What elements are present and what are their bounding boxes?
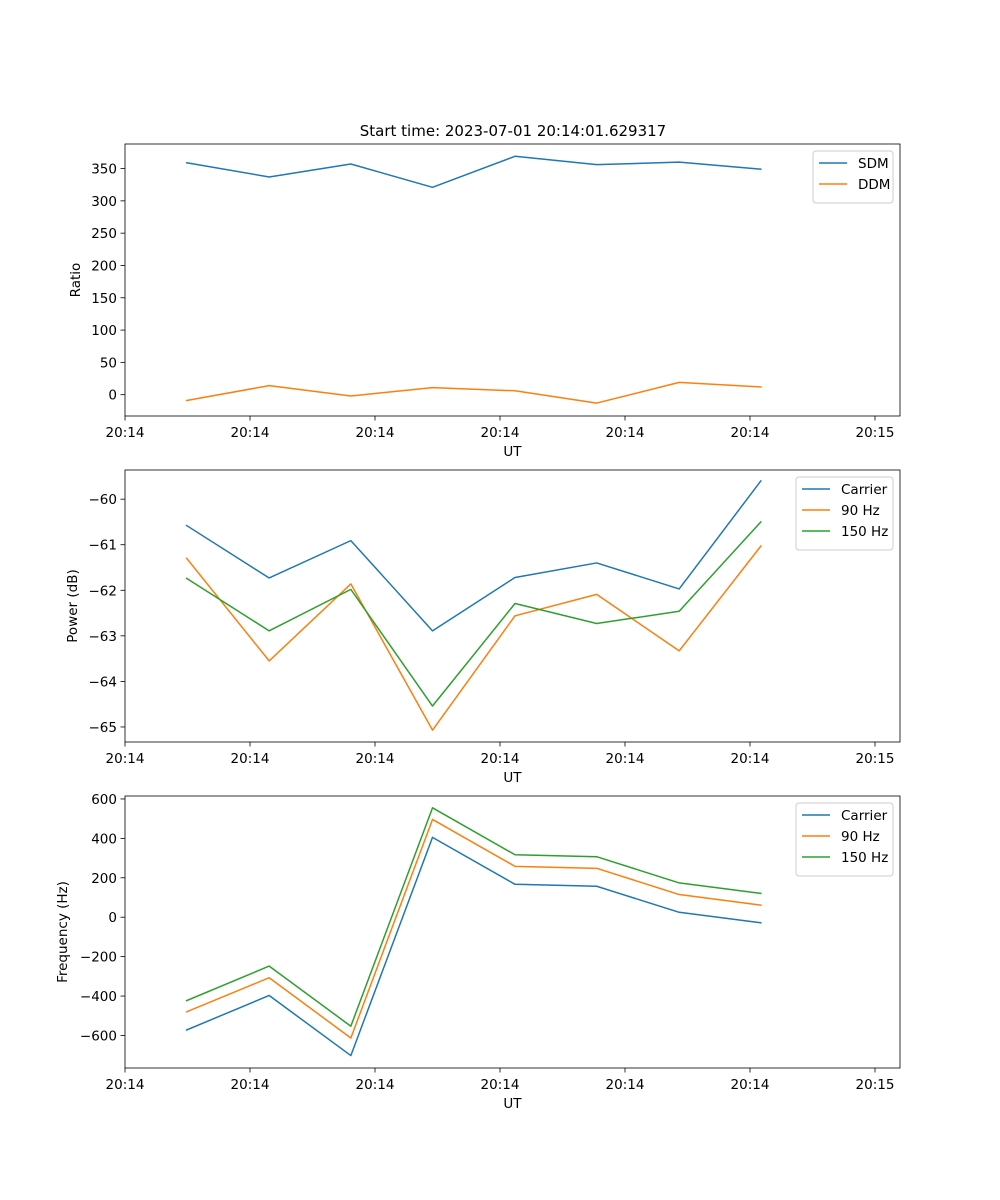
- x-tick-label: 20:14: [481, 1077, 520, 1093]
- y-tick-label: 0: [108, 910, 117, 926]
- y-axis-label: Ratio: [68, 263, 84, 298]
- legend-label-carrier: Carrier: [841, 482, 888, 498]
- series-line-90-hz: [185, 545, 762, 731]
- legend-label-ddm: DDM: [858, 177, 890, 193]
- legend-box: [812, 150, 894, 204]
- figure-title: Start time: 2023-07-01 20:14:01.629317: [360, 122, 666, 140]
- x-tick-label: 20:14: [356, 425, 395, 441]
- legend-label-150-hz: 150 Hz: [841, 524, 888, 540]
- x-tick-label: 20:14: [606, 1077, 645, 1093]
- x-tick-label: 20:14: [231, 1077, 270, 1093]
- axes-frame: [124, 795, 901, 1069]
- series-line-sdm: [185, 155, 762, 189]
- y-tick-label: −62: [89, 583, 118, 599]
- series-line-150-hz: [185, 807, 762, 1027]
- x-tick-label: 20:14: [356, 1077, 395, 1093]
- y-axis-label: Frequency (Hz): [55, 881, 71, 983]
- legend: Carrier 90 Hz 150 Hz: [795, 802, 894, 877]
- y-tick-label: 200: [91, 258, 117, 274]
- axes-frame: [124, 469, 901, 743]
- legend: Carrier 90 Hz 150 Hz: [795, 476, 894, 551]
- y-tick-label: −200: [80, 950, 117, 966]
- x-tick-label: 20:15: [856, 1077, 895, 1093]
- ratio-subplot: 20:14 20:14 20:14 20:14 20:14 20:14 20:15 0 50 10…: [68, 143, 901, 460]
- y-tick-label: −61: [89, 538, 118, 554]
- y-tick-label: 300: [91, 194, 117, 210]
- power-subplot: 20:14 20:14 20:14 20:14 20:14 20:14 20:15 −65 −6…: [65, 469, 901, 786]
- y-tick-label: 50: [100, 355, 117, 371]
- x-tick-label: 20:14: [731, 751, 770, 767]
- x-tick-label: 20:14: [106, 425, 145, 441]
- x-tick-label: 20:15: [856, 425, 895, 441]
- series-line-carrier: [185, 836, 762, 1057]
- series-line-150-hz: [185, 520, 762, 707]
- y-tick-label: 600: [91, 792, 117, 808]
- y-tick-label: 250: [91, 226, 117, 242]
- frequency-subplot: 20:14 20:14 20:14 20:14 20:14 20:14 20:15 −600 −…: [55, 792, 901, 1112]
- x-axis-label: UT: [503, 1096, 522, 1112]
- legend-label-carrier: Carrier: [841, 808, 888, 824]
- x-tick-label: 20:14: [231, 751, 270, 767]
- y-tick-label: 150: [91, 291, 117, 307]
- legend-label-90-hz: 90 Hz: [841, 503, 880, 519]
- y-tick-label: −600: [80, 1028, 117, 1044]
- y-tick-label: −60: [89, 492, 118, 508]
- series-line-ddm: [185, 381, 762, 404]
- x-tick-label: 20:15: [856, 751, 895, 767]
- x-tick-label: 20:14: [481, 751, 520, 767]
- y-tick-label: 400: [91, 831, 117, 847]
- y-tick-label: 200: [91, 871, 117, 887]
- x-tick-label: 20:14: [481, 425, 520, 441]
- y-tick-label: −64: [89, 674, 118, 690]
- x-tick-label: 20:14: [231, 425, 270, 441]
- y-tick-label: 0: [108, 388, 117, 404]
- legend-label-sdm: SDM: [858, 156, 889, 172]
- x-axis-label: UT: [503, 770, 522, 786]
- x-tick-label: 20:14: [356, 751, 395, 767]
- y-tick-label: 350: [91, 162, 117, 178]
- y-tick-label: −65: [89, 720, 118, 736]
- axes-frame: [124, 143, 901, 417]
- series-line-90-hz: [185, 818, 762, 1039]
- y-axis-label: Power (dB): [65, 569, 81, 642]
- series-line-carrier: [185, 479, 762, 632]
- legend: SDM DDM: [812, 150, 894, 204]
- x-tick-label: 20:14: [731, 425, 770, 441]
- y-tick-label: −63: [89, 629, 118, 645]
- legend-label-90-hz: 90 Hz: [841, 829, 880, 845]
- x-tick-label: 20:14: [606, 751, 645, 767]
- x-axis-label: UT: [503, 444, 522, 460]
- y-tick-label: −400: [80, 989, 117, 1005]
- x-tick-label: 20:14: [731, 1077, 770, 1093]
- legend-label-150-hz: 150 Hz: [841, 850, 888, 866]
- x-tick-label: 20:14: [106, 1077, 145, 1093]
- y-tick-label: 100: [91, 323, 117, 339]
- x-tick-label: 20:14: [106, 751, 145, 767]
- x-tick-label: 20:14: [606, 425, 645, 441]
